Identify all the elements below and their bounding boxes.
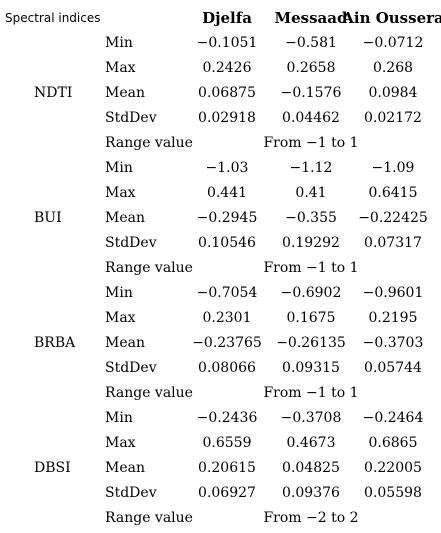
table-cell: −0.3703	[362, 335, 424, 351]
table-cell: −0.355	[285, 210, 337, 226]
table-cell: 0.2301	[202, 310, 252, 326]
table-cell: −0.9601	[362, 285, 424, 301]
table-cell: 0.6415	[368, 185, 418, 201]
range-value: From −1 to 1	[263, 385, 359, 401]
stat-label: Max	[105, 310, 136, 326]
table-cell: 0.6865	[368, 435, 418, 451]
stat-label: StdDev	[105, 235, 157, 251]
stat-label: Min	[105, 285, 133, 301]
table-cell: 0.20615	[198, 460, 256, 476]
table-cell: −1.12	[289, 160, 333, 176]
table-cell: −0.1051	[196, 35, 258, 51]
stat-label: Min	[105, 410, 133, 426]
table-cell: 0.268	[372, 60, 414, 76]
table-cell: 0.2426	[202, 60, 252, 76]
table-cell: 0.22005	[364, 460, 422, 476]
stat-label: StdDev	[105, 485, 157, 501]
table-cell: 0.0984	[368, 85, 418, 101]
range-value: From −2 to 2	[263, 510, 359, 526]
stat-label: Mean	[105, 85, 145, 101]
stat-label: StdDev	[105, 360, 157, 376]
table-cell: 0.02918	[198, 110, 256, 126]
table-cell: 0.2195	[368, 310, 418, 326]
table-cell: 0.06927	[198, 485, 256, 501]
table-cell: 0.19292	[282, 235, 340, 251]
table-cell: 0.09315	[282, 360, 340, 376]
table-cell: 0.4673	[286, 435, 336, 451]
table-cell: −0.1576	[280, 85, 342, 101]
table-cell: 0.04462	[282, 110, 340, 126]
table-cell: −0.26135	[276, 335, 346, 351]
index-name: BUI	[34, 210, 62, 226]
table-cell: 0.05744	[364, 360, 422, 376]
header-spectral-indices: Spectral indices	[5, 11, 101, 25]
stat-label: Max	[105, 60, 136, 76]
range-label: Range value	[105, 135, 193, 151]
range-label: Range value	[105, 385, 193, 401]
table-cell: 0.09376	[282, 485, 340, 501]
table-cell: 0.05598	[364, 485, 422, 501]
table-cell: 0.441	[206, 185, 248, 201]
range-value: From −1 to 1	[263, 135, 359, 151]
table-cell: −0.22425	[358, 210, 428, 226]
range-value: From −1 to 1	[263, 260, 359, 276]
table-cell: −0.2945	[196, 210, 258, 226]
table-cell: −0.7054	[196, 285, 258, 301]
table-cell: 0.6559	[202, 435, 252, 451]
range-label: Range value	[105, 260, 193, 276]
header-ain-oussera: Ain Oussera	[342, 9, 441, 27]
table-cell: 0.10546	[198, 235, 256, 251]
table-cell: −0.0712	[362, 35, 424, 51]
table-cell: −0.581	[285, 35, 337, 51]
header-messaad: Messaad	[274, 9, 348, 27]
range-label: Range value	[105, 510, 193, 526]
stat-label: StdDev	[105, 110, 157, 126]
table-cell: 0.02172	[364, 110, 422, 126]
table-cell: 0.08066	[198, 360, 256, 376]
stat-label: Max	[105, 185, 136, 201]
table-cell: 0.06875	[198, 85, 256, 101]
stat-label: Mean	[105, 460, 145, 476]
table-cell: 0.07317	[364, 235, 422, 251]
table-cell: −0.6902	[280, 285, 342, 301]
table-cell: 0.41	[295, 185, 327, 201]
table-cell: −1.03	[205, 160, 249, 176]
index-name: NDTI	[34, 85, 73, 101]
table-cell: −0.23765	[192, 335, 262, 351]
stat-label: Min	[105, 35, 133, 51]
index-name: DBSI	[34, 460, 71, 476]
stat-label: Min	[105, 160, 133, 176]
table-cell: −0.2436	[196, 410, 258, 426]
table-cell: −0.2464	[362, 410, 424, 426]
header-djelfa: Djelfa	[202, 9, 252, 27]
table-cell: −0.3708	[280, 410, 342, 426]
table-cell: 0.2658	[286, 60, 336, 76]
stat-label: Max	[105, 435, 136, 451]
table-cell: −1.09	[371, 160, 415, 176]
table-cell: 0.04825	[282, 460, 340, 476]
stat-label: Mean	[105, 335, 145, 351]
stat-label: Mean	[105, 210, 145, 226]
table-cell: 0.1675	[286, 310, 336, 326]
index-name: BRBA	[34, 335, 76, 351]
